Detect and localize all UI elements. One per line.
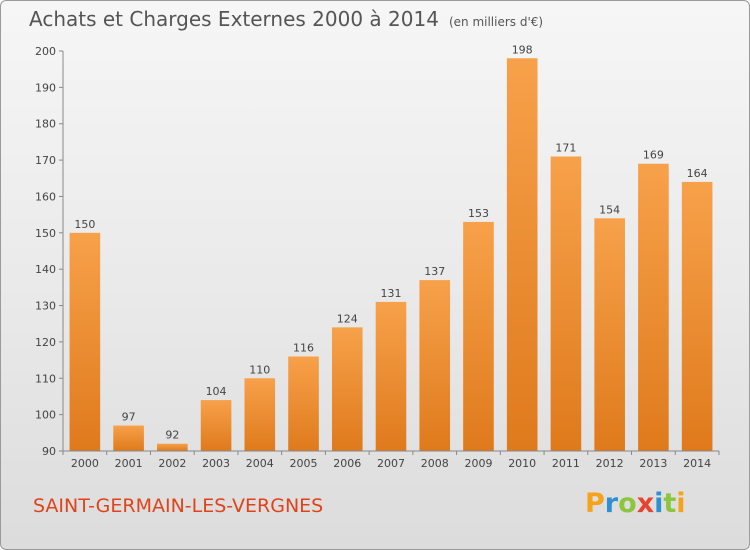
bar-2011 (550, 156, 582, 452)
x-tick-label-2001: 2001 (115, 457, 143, 470)
y-tick-label-190: 190 (35, 81, 56, 94)
bar-2013 (638, 163, 669, 451)
value-label-2009: 153 (468, 207, 489, 220)
bar-2006 (331, 327, 363, 451)
x-tick-label-2002: 2002 (158, 457, 186, 470)
value-label-2001: 97 (122, 411, 136, 424)
value-label-2010: 198 (512, 43, 533, 56)
value-label-2011: 171 (555, 141, 576, 154)
y-tick-label-140: 140 (35, 263, 56, 276)
bar-2014 (681, 181, 713, 451)
bar-2009 (463, 221, 494, 451)
logo-letter: P (585, 488, 605, 519)
bar-2012 (594, 218, 625, 451)
y-tick-label-180: 180 (35, 118, 56, 131)
x-tick-label-2008: 2008 (421, 457, 449, 470)
value-label-2004: 110 (249, 363, 270, 376)
logo-letter: i (676, 488, 686, 519)
value-label-2008: 137 (424, 265, 445, 278)
value-label-2007: 131 (381, 287, 402, 300)
value-label-2013: 169 (643, 149, 664, 162)
y-tick-label-200: 200 (35, 45, 56, 58)
value-label-2003: 104 (206, 385, 227, 398)
commune-name: SAINT-GERMAIN-LES-VERGNES (33, 495, 324, 517)
y-tick-label-120: 120 (35, 336, 56, 349)
bar-2005 (288, 356, 319, 451)
x-tick-label-2004: 2004 (246, 457, 274, 470)
bar-2000 (69, 232, 101, 451)
value-label-2002: 92 (165, 429, 179, 442)
logo-letter: o (618, 488, 637, 519)
bar-2007 (375, 301, 407, 451)
x-tick-label-2003: 2003 (202, 457, 230, 470)
x-tick-label-2014: 2014 (683, 457, 711, 470)
y-tick-label-110: 110 (35, 372, 56, 385)
y-tick-label-90: 90 (42, 445, 56, 458)
x-tick-label-2012: 2012 (596, 457, 624, 470)
bar-2010 (506, 58, 538, 451)
x-tick-label-2006: 2006 (333, 457, 361, 470)
value-label-2000: 150 (74, 218, 95, 231)
bar-2002 (157, 443, 188, 451)
value-label-2005: 116 (293, 341, 314, 354)
logo-letter: r (604, 488, 619, 519)
x-tick-label-2011: 2011 (552, 457, 580, 470)
x-tick-label-2013: 2013 (639, 457, 667, 470)
value-label-2014: 164 (687, 167, 708, 180)
y-tick-label-100: 100 (35, 409, 56, 422)
bar-2003 (200, 400, 232, 451)
chart-title-text: Achats et Charges Externes 2000 à 2014 (29, 7, 439, 31)
chart-title: Achats et Charges Externes 2000 à 2014 (e… (29, 7, 543, 31)
logo-letter: i (654, 488, 664, 519)
bar-2001 (113, 425, 144, 451)
x-tick-label-2007: 2007 (377, 457, 405, 470)
x-tick-label-2010: 2010 (508, 457, 536, 470)
proxiti-logo: Proxiti (585, 488, 686, 519)
y-tick-label-130: 130 (35, 300, 56, 313)
y-tick-label-150: 150 (35, 227, 56, 240)
bar-2008 (419, 280, 451, 451)
value-label-2006: 124 (337, 312, 358, 325)
logo-letter: x (636, 488, 655, 519)
value-label-2012: 154 (599, 203, 620, 216)
logo-letter: t (663, 488, 677, 519)
y-tick-label-170: 170 (35, 154, 56, 167)
x-tick-label-2009: 2009 (464, 457, 492, 470)
bar-2004 (244, 378, 276, 451)
y-tick-label-160: 160 (35, 190, 56, 203)
x-tick-label-2005: 2005 (290, 457, 318, 470)
chart-subtitle: (en milliers d'€) (448, 15, 544, 29)
x-tick-label-2000: 2000 (71, 457, 99, 470)
